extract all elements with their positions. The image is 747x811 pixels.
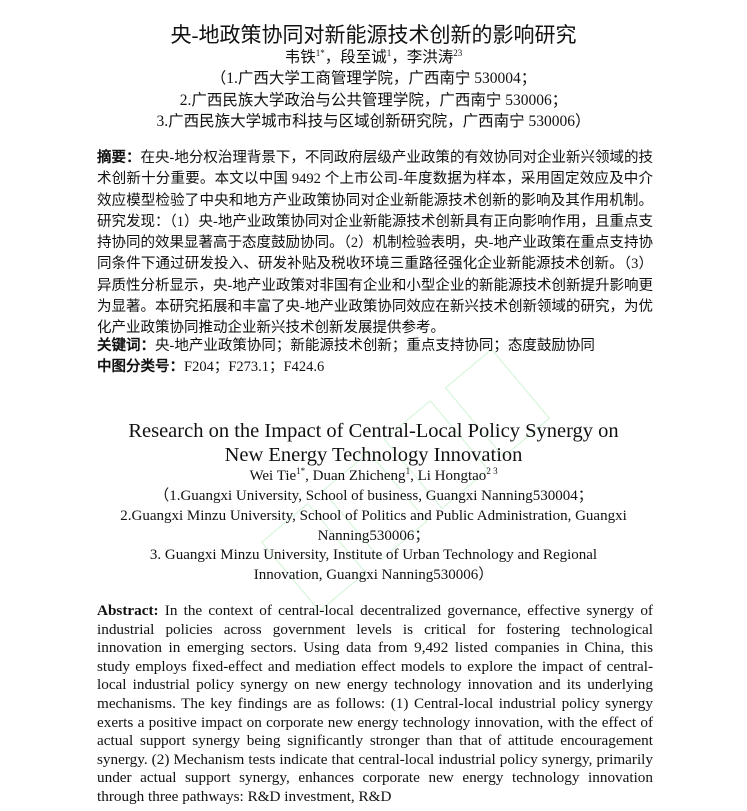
english-affiliation: 2.Guangxi Minzu University, School of Po… [120, 508, 627, 524]
author: Wei Tie [249, 468, 297, 484]
abstract-label: Abstract: [97, 602, 159, 619]
chinese-affiliation: 3.广西民族大学城市科技与区域创新研究院，广西南宁 530006） [156, 113, 591, 130]
english-affiliation: Innovation, Guangxi Nanning530006） [253, 567, 494, 583]
english-abstract: Abstract: In the context of central-loca… [97, 602, 653, 807]
chinese-keywords: 关键词：央-地产业政策协同；新能源技术创新；重点支持协同；态度鼓励协同 [97, 336, 595, 356]
keywords-text: 央-地产业政策协同；新能源技术创新；重点支持协同；态度鼓励协同 [155, 338, 595, 354]
abstract-label: 摘要： [97, 150, 141, 166]
english-affiliation: （1.Guangxi University, School of busines… [154, 488, 593, 504]
english-title-line: Research on the Impact of Central-Local … [128, 420, 619, 442]
author-affil-mark: 1* [315, 47, 325, 58]
author: 李洪涛 [406, 49, 454, 66]
separator: ， [324, 49, 341, 66]
author-affil-mark: 1* [296, 466, 306, 476]
english-affiliation: 3. Guangxi Minzu University, Institute o… [149, 547, 598, 563]
abstract-text: In the context of central-local decentra… [97, 602, 653, 805]
english-affiliation: Nanning530006； [317, 528, 430, 544]
classification-text: F204；F273.1；F424.6 [184, 359, 325, 375]
chinese-authors: 韦铁1*，段至诚1，李洪涛23 [0, 48, 747, 68]
english-authors: Wei Tie1*, Duan Zhicheng1, Li Hongtao2 3 [0, 466, 747, 486]
chinese-affiliation: （1.广西大学工商管理学院，广西南宁 530004； [210, 70, 537, 87]
author-affil-mark: 1 [405, 466, 411, 476]
separator: ， [391, 49, 407, 66]
author: Li Hongtao [417, 468, 487, 484]
author: 段至诚 [340, 49, 387, 66]
classification-label: 中图分类号： [97, 359, 184, 375]
separator: , [410, 468, 418, 484]
chinese-abstract: 摘要：在央-地分权治理背景下，不同政府层级产业政策的有效协同对企业新兴领域的技术… [97, 148, 653, 340]
author: 韦铁 [284, 49, 316, 66]
abstract-text: 在央-地分权治理背景下，不同政府层级产业政策的有效协同对企业新兴领域的技术创新十… [97, 150, 653, 337]
separator: , [305, 468, 313, 484]
author-affil-mark: 2 3 [486, 466, 498, 476]
author-affil-mark: 23 [453, 47, 463, 58]
english-title-line: New Energy Technology Innovation [224, 443, 523, 466]
chinese-title: 央-地政策协同对新能源技术创新的影响研究 [170, 23, 577, 47]
keywords-label: 关键词： [97, 338, 155, 354]
chinese-classification: 中图分类号：F204；F273.1；F424.6 [97, 357, 324, 377]
english-title: Research on the Impact of Central-Local … [0, 420, 747, 467]
author-affil-mark: 1 [386, 47, 392, 58]
author: Duan Zhicheng [312, 468, 406, 484]
chinese-affiliation: 2.广西民族大学政治与公共管理学院，广西南宁 530006； [179, 92, 568, 109]
